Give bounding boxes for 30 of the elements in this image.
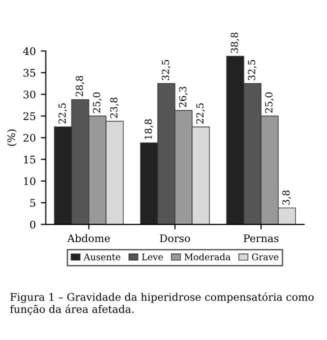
y-tick-label: 0 [30, 220, 36, 229]
data-label: 26,3 [179, 86, 188, 108]
y-axis-title: (%) [7, 130, 17, 146]
legend-label: Leve [142, 254, 163, 260]
text: Figura 1 – Gravidade da hiperidrose compensatória como função da área afetada. [10, 292, 314, 315]
y-tick-label: 20 [24, 134, 36, 142]
data-label: 18,8 [144, 119, 154, 140]
data-label: 28,8 [76, 76, 84, 96]
data-label: 32,5 [248, 60, 256, 80]
data-label: 38,8 [230, 32, 240, 53]
legend-label: Moderada [184, 253, 230, 260]
y-tick-label: 35 [24, 68, 36, 77]
data-label: 22,5 [58, 103, 68, 124]
data-label: 3,8 [282, 190, 291, 205]
y-tick-label: 40 [23, 47, 36, 56]
y-tick-label: 15 [24, 156, 36, 164]
data-label: 23,8 [110, 98, 119, 118]
legend-label: Ausente [84, 254, 120, 260]
data-label: 22,5 [196, 103, 205, 124]
data-label: 32,5 [162, 60, 170, 80]
y-tick-label: 25 [24, 112, 36, 120]
legend-label: Grave [252, 253, 278, 260]
y-tick-label: 10 [24, 177, 36, 186]
data-label: 25,0 [92, 92, 102, 113]
y-tick-label: 5 [30, 199, 36, 207]
data-label: 25,0 [265, 92, 274, 113]
y-tick-label: 30 [24, 90, 36, 98]
x-tick-label: Dorso [160, 234, 190, 242]
x-tick-label: Pernas [244, 234, 278, 242]
x-tick-label: Abdome [67, 234, 110, 242]
